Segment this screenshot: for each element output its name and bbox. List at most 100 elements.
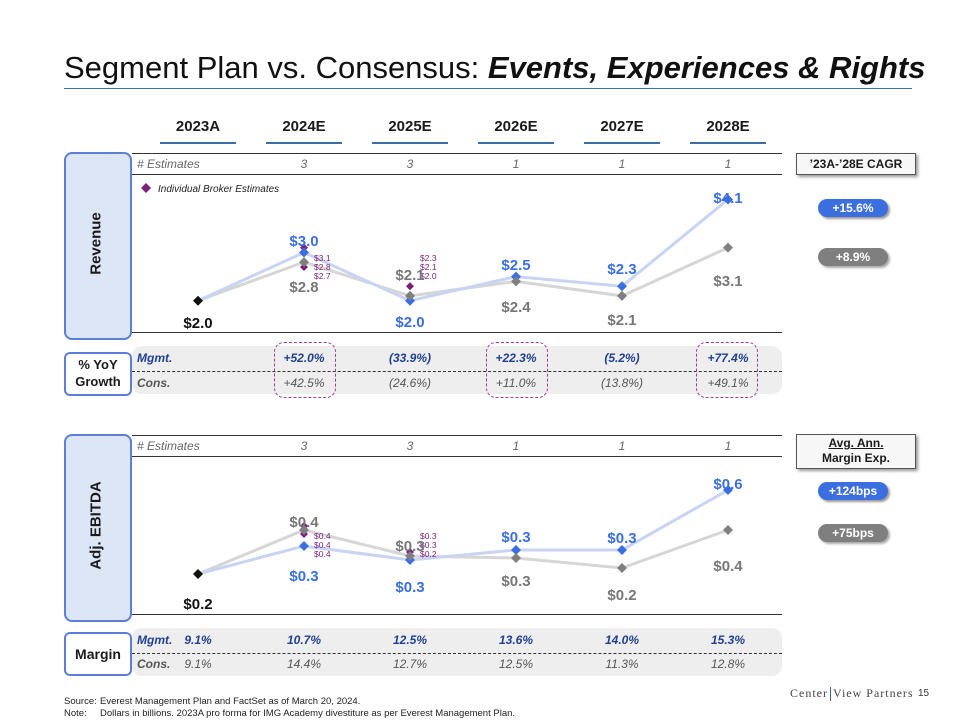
mgmt-label: $0.3 (395, 579, 424, 596)
margin-mgmt-cell: 14.0% (604, 633, 640, 647)
cons-marker (299, 257, 309, 268)
mgmt-marker (299, 541, 309, 551)
revenue-estimate-count: 1 (512, 157, 520, 171)
cons-label: $0.3 (395, 538, 424, 555)
cons-marker (511, 553, 521, 563)
mgmt-marker (299, 247, 309, 258)
mgmt-label: $3.0 (289, 233, 318, 250)
growth-label-box: % YoY Growth (64, 352, 132, 396)
revenue-estimates-label: # Estimates (137, 157, 200, 171)
exp-mgmt-pill: +124bps (818, 482, 888, 500)
margin-mgmt-cell: 9.1% (184, 633, 212, 647)
mgmt-label: $2.3 (607, 261, 636, 278)
ebitda-estimates-label: # Estimates (137, 439, 200, 453)
mgmt-marker (723, 485, 733, 495)
cons-marker (405, 551, 415, 561)
mgmt-label: $4.1 (713, 190, 742, 207)
mgmt-label: $2.0 (395, 314, 424, 331)
ebitda-est-rule (132, 456, 782, 457)
cons-line (197, 528, 729, 576)
margin-exp-header-line1: Avg. Ann. (828, 436, 884, 450)
growth-label-line2: Growth (75, 374, 121, 389)
year-2023a: 2023A (175, 118, 221, 135)
growth-divider (132, 371, 782, 372)
cons-label: $0.2 (607, 587, 636, 604)
margin-mgmt-cell: 12.5% (392, 633, 428, 647)
year-2025e: 2025E (388, 118, 432, 135)
ebitda-top-rule (132, 435, 782, 436)
year-2024e: 2024E (282, 118, 326, 135)
cons-marker (511, 276, 521, 287)
broker-estimate-label: $2.1 (420, 262, 437, 272)
year-2027e: 2027E (600, 118, 644, 135)
margin-cons-cell: 12.8% (710, 657, 746, 671)
mgmt-label: $0.3 (501, 529, 530, 546)
growth-cons-cell: +11.0% (495, 376, 537, 390)
cons-label: $2.4 (501, 299, 531, 316)
growth-mgmt-cell: +52.0% (283, 351, 325, 365)
ebitda-bottom-rule (132, 614, 782, 615)
ebitda-estimate-count: 1 (512, 439, 520, 453)
mgmt-line (197, 198, 729, 303)
cons-marker (299, 525, 309, 535)
broker-estimate-label: $2.8 (314, 262, 331, 272)
broker-estimate-label: $3.1 (314, 253, 331, 263)
mgmt-marker (511, 545, 521, 555)
broker-estimate-label: $2.0 (420, 271, 437, 281)
mgmt-label: $0.3 (289, 568, 318, 585)
growth-label-line1: % YoY (78, 357, 118, 372)
ebitda-estimate-count: 1 (618, 439, 626, 453)
mgmt-marker (617, 281, 627, 292)
year-underline (584, 142, 660, 144)
revenue-est-rule (132, 174, 782, 175)
margin-cons-cell: 14.4% (286, 657, 322, 671)
ebitda-estimate-count: 1 (724, 439, 732, 453)
mgmt-marker (723, 194, 733, 205)
margin-label-box: Margin (64, 632, 132, 676)
broker-estimate-label: $0.3 (420, 540, 437, 550)
mgmt-label: $2.5 (501, 257, 530, 274)
cons-marker (723, 525, 733, 535)
growth-cons-cell: (13.8%) (600, 376, 644, 390)
mgmt-label: $0.6 (713, 476, 742, 493)
actual-label: $2.0 (183, 315, 212, 332)
broker-estimate-marker (406, 282, 414, 291)
exp-cons-pill: +75bps (818, 524, 888, 542)
broker-estimate-label: $2.3 (420, 253, 437, 263)
cons-label: $0.3 (501, 573, 530, 590)
broker-estimate-label: $0.3 (420, 531, 437, 541)
actual-label: $0.2 (183, 596, 212, 613)
year-2028e: 2028E (706, 118, 750, 135)
growth-mgmt-cell: (5.2%) (604, 351, 640, 365)
margin-cons-cell: 9.1% (184, 657, 212, 671)
broker-legend-marker (141, 183, 151, 193)
revenue-estimate-count: 3 (406, 157, 414, 171)
year-underline (690, 142, 766, 144)
actual-marker (193, 569, 203, 579)
cons-label: $2.1 (395, 267, 424, 284)
margin-cons-cell: 12.7% (392, 657, 428, 671)
mgmt-line (197, 488, 729, 576)
cons-marker (617, 563, 627, 573)
cons-label: $2.8 (289, 279, 318, 296)
page-number: 15 (918, 688, 930, 699)
page-title: Segment Plan vs. Consensus: Events, Expe… (64, 50, 926, 85)
year-2026e: 2026E (494, 118, 538, 135)
cagr-cons-pill: +8.9% (818, 248, 888, 266)
growth-mgmt-cell: +77.4% (707, 351, 749, 365)
growth-cons-cell: +42.5% (283, 376, 325, 390)
margin-mgmt-cell: 10.7% (286, 633, 322, 647)
broker-estimate-label: $0.4 (314, 549, 331, 559)
ebitda-estimate-count: 3 (300, 439, 308, 453)
cons-label: $2.1 (607, 312, 636, 329)
cons-marker (405, 290, 415, 301)
growth-cons-cell: +49.1% (707, 376, 749, 390)
source-note: Source: Everest Management Plan and FactS… (64, 696, 361, 707)
margin-cons-cell: 12.5% (498, 657, 534, 671)
margin-divider (132, 653, 782, 654)
revenue-estimate-count: 1 (724, 157, 732, 171)
year-underline (160, 142, 236, 144)
margin-cons-label: Cons. (137, 657, 171, 671)
